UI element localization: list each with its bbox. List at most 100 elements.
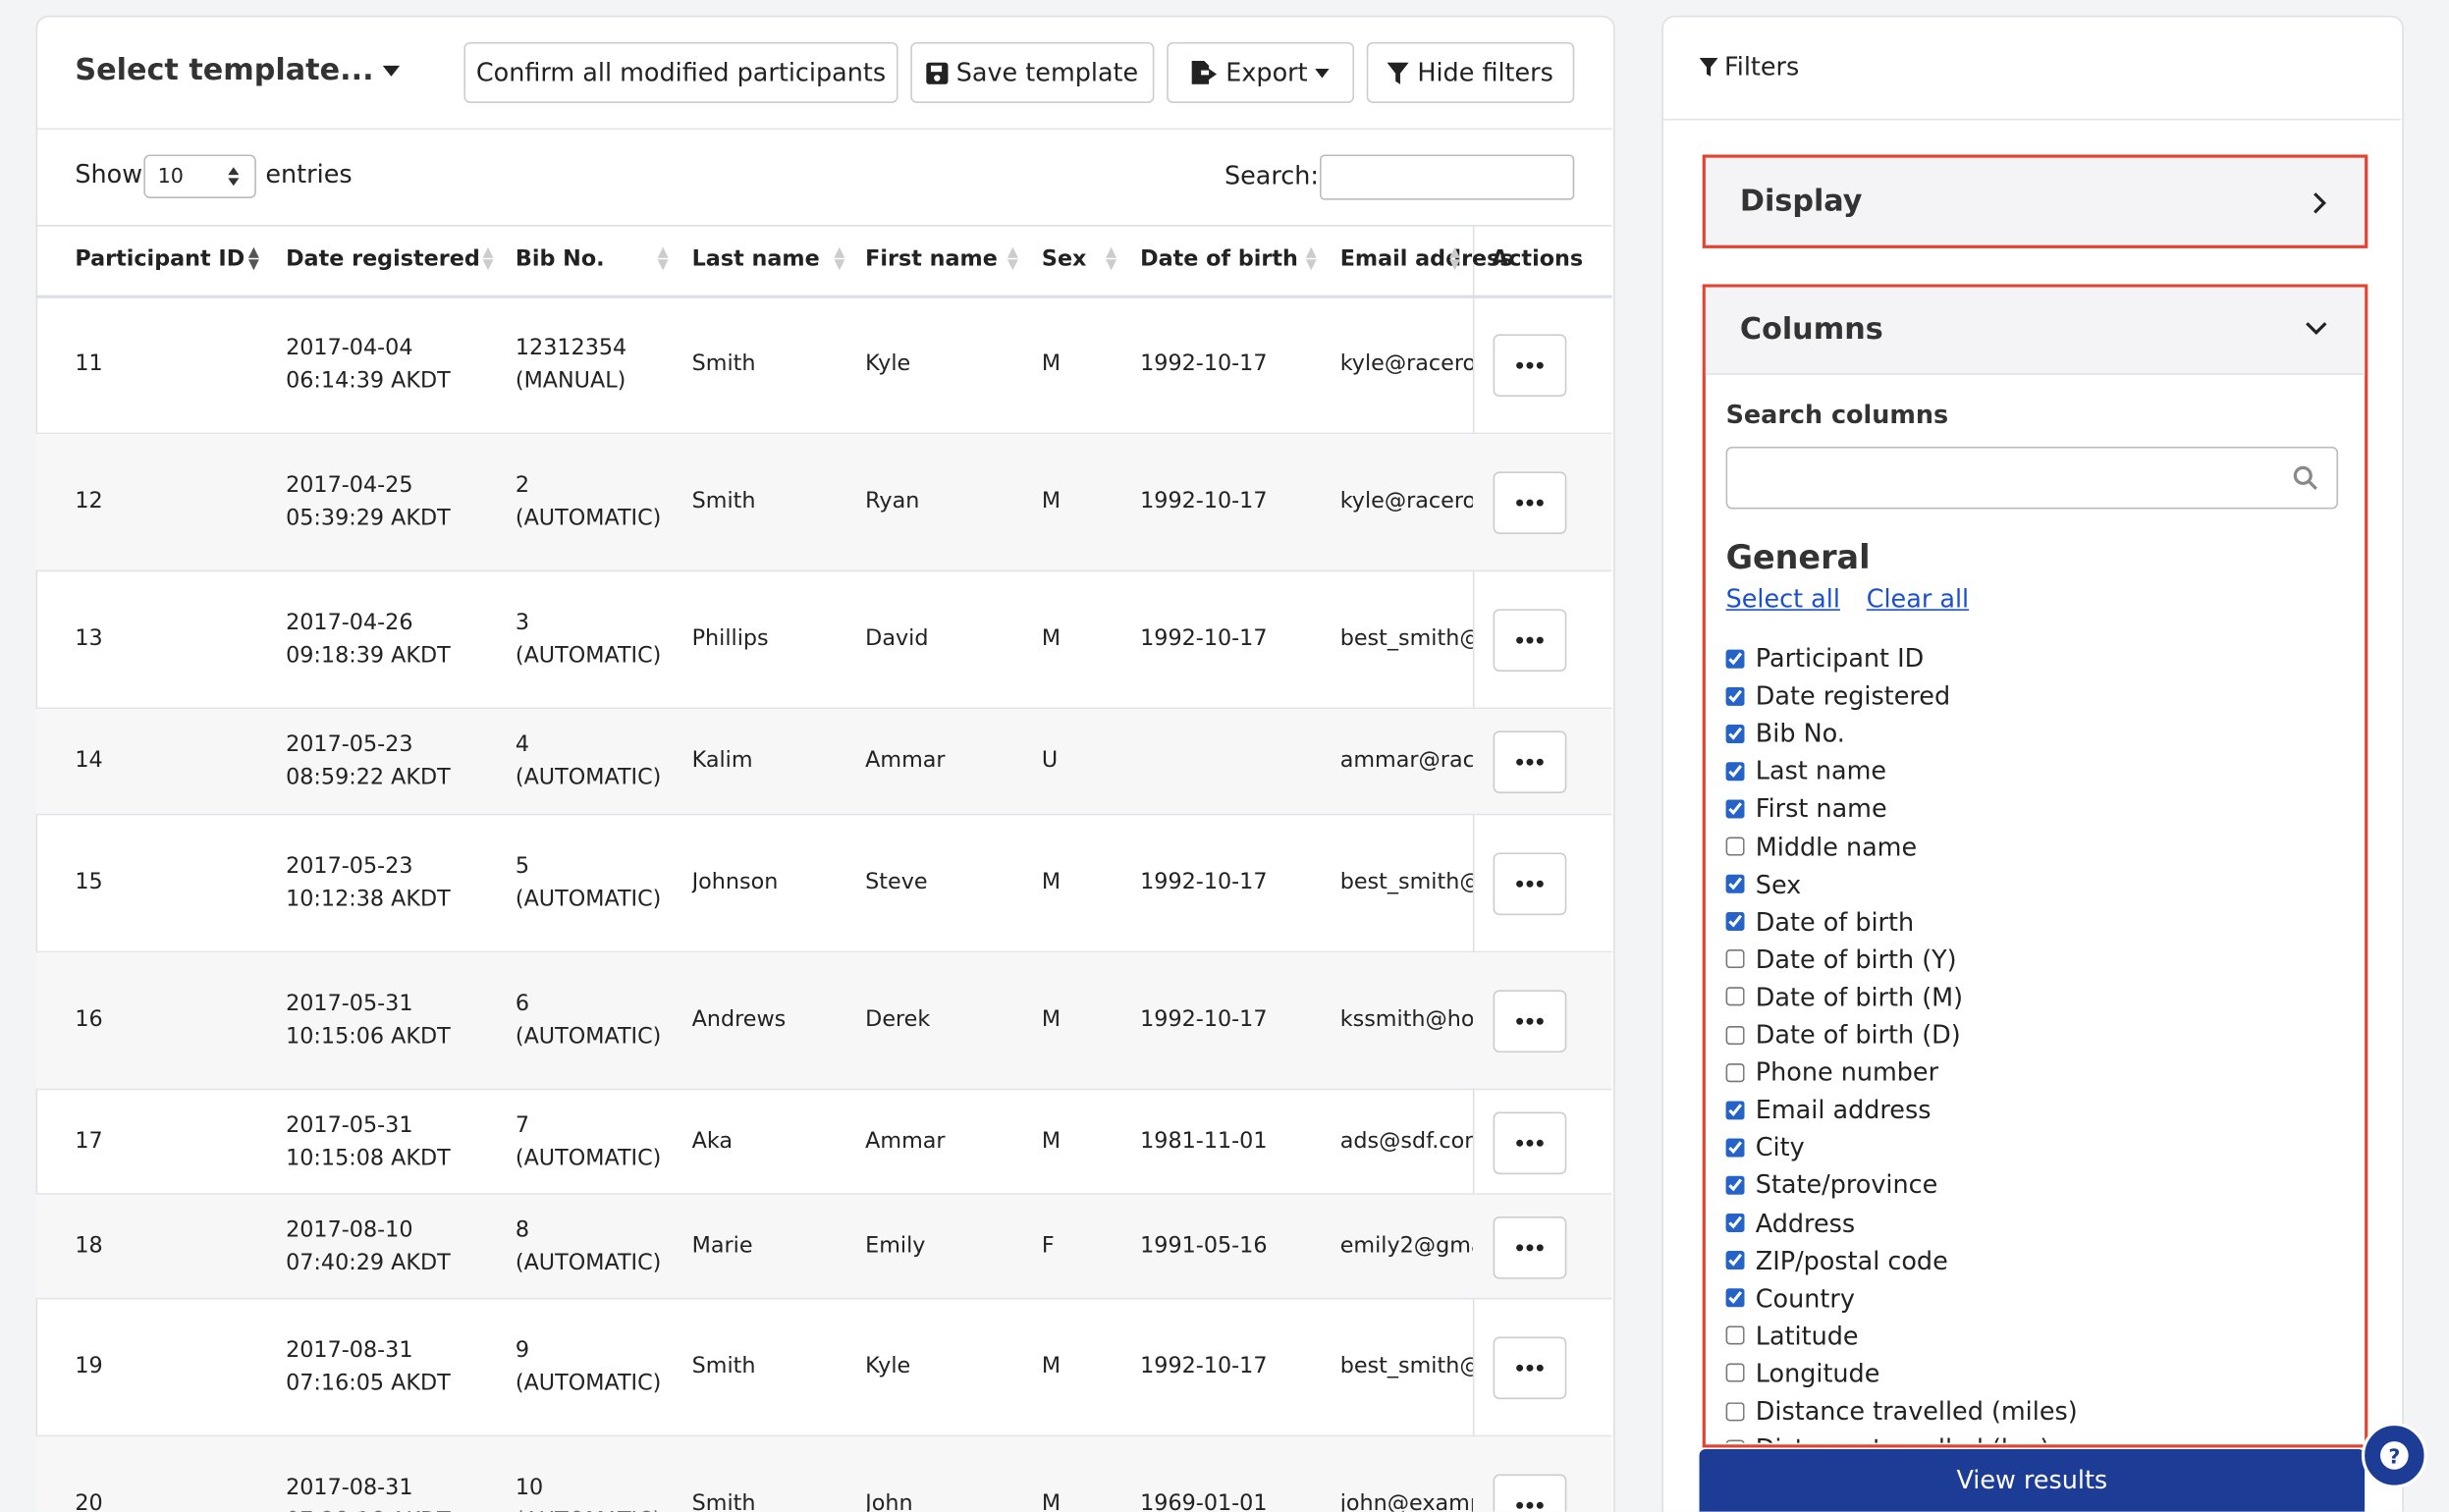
table-row [35, 434, 1612, 572]
checkbox[interactable] [1725, 799, 1745, 819]
caret [383, 65, 401, 77]
view-results-button[interactable]: View results [1699, 1449, 2366, 1512]
checkbox[interactable] [1725, 874, 1745, 893]
column-checkbox[interactable]: Distance travelled (km) [1725, 1433, 2050, 1443]
select-all-link[interactable]: Select all [1725, 583, 1840, 615]
dots-icon [1516, 361, 1544, 369]
checkbox-label: ZIP/postal code [1755, 1245, 1948, 1275]
checkbox-label: Participant ID [1755, 643, 1925, 674]
column-header[interactable]: Date of birth [1140, 246, 1298, 272]
column-checkbox[interactable]: Date of birth (M) [1725, 982, 1963, 1012]
checkbox[interactable] [1725, 686, 1745, 706]
table-cell: 2017-04-04 06:14:39 AKDT [286, 335, 451, 394]
column-header[interactable]: First name [865, 246, 998, 272]
table-cell: 1992-10-17 [1140, 625, 1268, 652]
actions-button[interactable] [1493, 609, 1567, 672]
actions-button[interactable] [1493, 1110, 1567, 1174]
column-checkbox[interactable]: Longitude [1725, 1359, 1879, 1388]
column-checkbox[interactable]: Bib No. [1725, 719, 1845, 748]
clear-all-link[interactable]: Clear all [1866, 583, 1970, 615]
actions-button[interactable] [1493, 1474, 1567, 1512]
divider [35, 128, 1612, 131]
column-checkbox[interactable]: Participant ID [1725, 643, 1925, 674]
column-checkbox[interactable]: Date of birth (Y) [1725, 945, 1957, 974]
search-label: Search: [1224, 160, 1320, 191]
column-checkbox[interactable]: City [1725, 1133, 1805, 1162]
table-cell: Smith [691, 1354, 756, 1379]
checkbox[interactable] [1725, 1364, 1745, 1383]
actions-button[interactable] [1493, 990, 1567, 1053]
column-checkbox[interactable]: State/province [1725, 1170, 1937, 1200]
checkbox[interactable] [1725, 724, 1745, 743]
column-checkbox[interactable]: First name [1725, 794, 1887, 824]
sort-icon: ▲ ▼ [1449, 244, 1461, 274]
display-title: Display [1739, 184, 1863, 219]
export-button[interactable]: Export [1167, 41, 1355, 103]
checkbox[interactable] [1725, 1251, 1745, 1270]
column-checkbox[interactable]: Date registered [1725, 681, 1950, 711]
checkbox[interactable] [1725, 1401, 1745, 1421]
column-header[interactable]: Participant ID [75, 246, 245, 272]
checkbox[interactable] [1725, 1213, 1745, 1232]
checkbox-label: Distance travelled (km) [1756, 1433, 2050, 1442]
column-list: Participant ID Date registered Bib No. Last… [1725, 643, 2078, 1443]
page-length-select[interactable]: 10 [143, 154, 256, 199]
column-checkbox[interactable]: Phone number [1725, 1057, 1938, 1087]
checkbox[interactable] [1725, 1175, 1745, 1195]
table-cell: Ryan [865, 488, 920, 514]
checkbox[interactable] [1725, 1325, 1745, 1345]
actions-button[interactable] [1493, 334, 1567, 398]
table-cell: 20 [75, 1490, 103, 1512]
search-columns-input[interactable] [1725, 446, 2339, 510]
column-checkbox[interactable]: Sex [1725, 869, 1801, 899]
actions-button[interactable] [1493, 1215, 1567, 1278]
column-header[interactable]: Bib No. [515, 246, 605, 272]
checkbox[interactable] [1725, 648, 1745, 668]
column-checkbox[interactable]: Date of birth (D) [1725, 1020, 1961, 1050]
table-cell: 1981-11-01 [1140, 1128, 1268, 1154]
checkbox[interactable] [1725, 1138, 1745, 1158]
actions-button[interactable] [1493, 730, 1567, 794]
column-checkbox[interactable]: Last name [1725, 756, 1886, 786]
column-checkbox[interactable]: ZIP/postal code [1725, 1245, 1948, 1275]
confirm-button[interactable]: Confirm all modified participants [463, 41, 898, 103]
columns-header[interactable]: Columns [1705, 287, 2366, 375]
table-row [35, 1194, 1612, 1300]
checkbox-label: Middle name [1755, 831, 1918, 862]
help-button[interactable]: ? [2361, 1423, 2427, 1488]
column-header[interactable]: Date registered [286, 246, 480, 272]
column-checkbox[interactable]: Latitude [1725, 1321, 1859, 1351]
table-cell: 11 [75, 351, 103, 377]
checkbox[interactable] [1725, 1062, 1745, 1082]
column-checkbox[interactable]: Middle name [1725, 831, 1918, 862]
dots-icon [1516, 1501, 1544, 1509]
actions-button[interactable] [1493, 471, 1567, 534]
column-checkbox[interactable]: Country [1725, 1283, 1855, 1313]
checkbox[interactable] [1725, 1100, 1745, 1119]
actions-button[interactable] [1493, 852, 1567, 916]
actions-button[interactable] [1493, 1336, 1567, 1400]
table-cell: 12 [75, 488, 103, 514]
column-header[interactable]: Sex [1041, 246, 1087, 272]
checkbox[interactable] [1725, 1438, 1745, 1443]
column-checkbox[interactable]: Address [1725, 1208, 1855, 1238]
display-section[interactable]: Display [1702, 154, 2368, 248]
column-checkbox[interactable]: Distance travelled (miles) [1725, 1396, 2078, 1426]
checkbox[interactable] [1725, 1025, 1745, 1045]
checkbox[interactable] [1725, 1288, 1745, 1308]
checkbox[interactable] [1725, 837, 1745, 856]
column-checkbox[interactable]: Date of birth [1725, 907, 1914, 937]
caret [1315, 68, 1330, 78]
hide-filters-button[interactable]: Hide filters [1366, 41, 1575, 103]
template-select[interactable]: Select template... [75, 53, 401, 87]
table-cell: Johnson [691, 869, 779, 895]
checkbox[interactable] [1725, 912, 1745, 932]
checkbox[interactable] [1725, 761, 1745, 781]
column-header[interactable]: Last name [691, 246, 820, 272]
search-input[interactable] [1320, 154, 1575, 200]
checkbox[interactable] [1725, 949, 1745, 969]
save-template-button[interactable]: Save template [910, 41, 1155, 103]
column-checkbox[interactable]: Email address [1725, 1095, 1931, 1125]
column-header[interactable]: Email address [1339, 246, 1513, 272]
checkbox[interactable] [1725, 987, 1745, 1006]
